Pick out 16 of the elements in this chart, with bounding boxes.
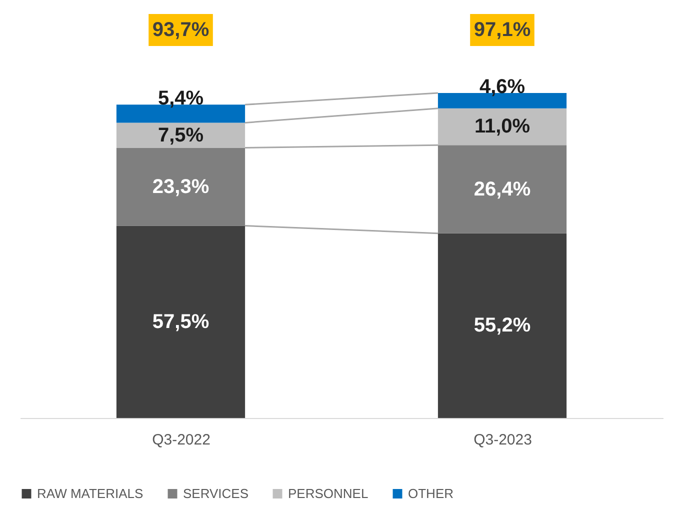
data-label: 26,4% bbox=[474, 178, 531, 200]
data-label: 11,0% bbox=[474, 116, 530, 138]
legend-label: RAW MATERIALS bbox=[37, 486, 144, 501]
legend-label: OTHER bbox=[408, 486, 454, 501]
data-label: 4,6% bbox=[479, 76, 526, 98]
x-tick-label: Q3-2023 bbox=[474, 432, 532, 448]
total-label: 97,1% bbox=[474, 19, 531, 41]
data-label: 57,5% bbox=[152, 310, 210, 333]
legend-label: PERSONNEL bbox=[288, 486, 368, 501]
data-label: 5,4% bbox=[158, 88, 204, 110]
data-label: 7,5% bbox=[158, 124, 204, 146]
data-label: 23,3% bbox=[152, 176, 210, 198]
x-tick-label: Q3-2022 bbox=[152, 432, 210, 448]
data-label: 55,2% bbox=[474, 314, 531, 337]
legend-label: SERVICES bbox=[183, 486, 249, 501]
total-label: 93,7% bbox=[152, 19, 210, 41]
